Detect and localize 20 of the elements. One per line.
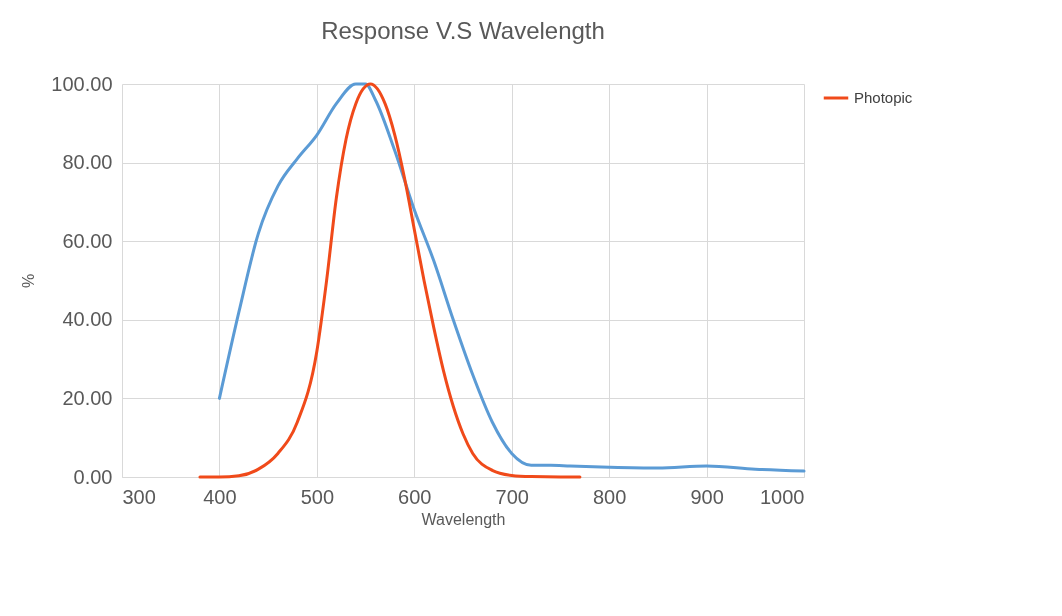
legend-label: Photopic: [854, 89, 913, 106]
y-tick-label: 80.00: [62, 151, 113, 174]
x-tick-label: 500: [300, 485, 335, 508]
y-tick-label: 0.00: [73, 465, 113, 488]
x-tick-label: 800: [592, 485, 627, 508]
x-tick-label: 900: [690, 485, 724, 508]
y-axis-title: %: [20, 273, 38, 289]
x-tick-label: 600: [398, 485, 432, 508]
chart-title: Response V.S Wavelength: [321, 17, 605, 44]
y-tick-label: 100.00: [51, 72, 113, 95]
x-tick-label: 1000: [760, 485, 805, 508]
y-tick-label: 40.00: [62, 308, 113, 331]
line-series: [198, 82, 582, 479]
y-tick-label: 60.00: [62, 229, 113, 252]
line-series: [217, 82, 806, 473]
y-tick-label: 20.00: [62, 386, 113, 409]
x-tick-label: 400: [203, 485, 237, 508]
x-tick-label: 300: [122, 485, 156, 508]
x-tick-label: 700: [495, 485, 529, 508]
x-axis-title: Wavelength: [421, 510, 506, 528]
